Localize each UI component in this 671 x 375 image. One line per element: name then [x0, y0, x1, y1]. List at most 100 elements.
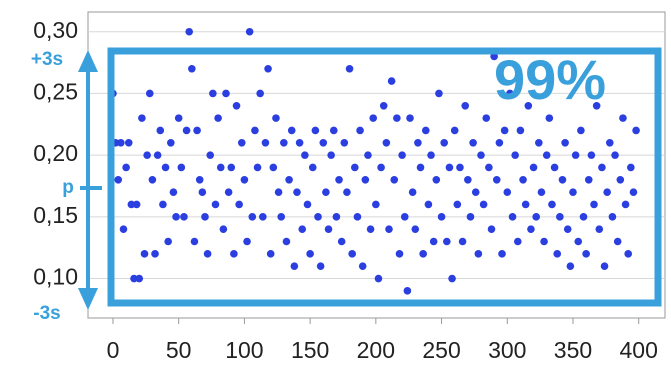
- point: [193, 126, 201, 135]
- point: [303, 200, 312, 209]
- point: [351, 163, 359, 172]
- x-tick-label: 50: [166, 337, 192, 363]
- point: [464, 176, 472, 184]
- x-tick-label: 300: [488, 337, 526, 363]
- point: [556, 213, 564, 221]
- point: [177, 163, 186, 172]
- point: [450, 126, 459, 135]
- point: [119, 225, 128, 233]
- point: [374, 274, 383, 283]
- coverage-label: 99%: [494, 48, 606, 111]
- y-tick-label: 0,30: [33, 17, 78, 43]
- point: [632, 126, 640, 135]
- point: [445, 163, 454, 172]
- point: [395, 250, 404, 258]
- point: [429, 237, 438, 246]
- point: [595, 225, 604, 233]
- x-tick-label: 400: [620, 337, 658, 363]
- point: [443, 237, 451, 246]
- point: [316, 262, 325, 270]
- point: [421, 126, 430, 135]
- point: [301, 151, 309, 159]
- point: [324, 225, 333, 233]
- point: [414, 138, 422, 147]
- point: [605, 138, 614, 147]
- point: [237, 138, 246, 147]
- point: [117, 138, 125, 147]
- point: [293, 188, 301, 196]
- point: [506, 89, 514, 98]
- point: [114, 176, 123, 184]
- point: [140, 250, 149, 258]
- point: [408, 188, 417, 196]
- point: [182, 126, 191, 135]
- point: [579, 213, 588, 221]
- limit-box: [107, 47, 662, 307]
- point: [411, 225, 420, 233]
- point: [138, 114, 146, 122]
- point: [287, 126, 296, 135]
- x-tick-label: 0: [107, 337, 120, 363]
- point: [180, 213, 188, 221]
- point: [322, 188, 330, 196]
- point: [592, 101, 601, 110]
- point: [437, 213, 446, 221]
- x-tick-label: 350: [554, 337, 592, 363]
- point: [456, 163, 464, 172]
- point: [400, 213, 409, 221]
- y-tick-label: 0,25: [33, 79, 78, 105]
- point: [232, 101, 241, 110]
- point: [577, 126, 585, 135]
- point: [474, 250, 483, 258]
- point: [132, 200, 141, 209]
- point: [471, 188, 480, 196]
- point: [482, 114, 491, 122]
- point: [216, 163, 225, 172]
- point: [598, 163, 606, 172]
- point: [135, 274, 144, 283]
- point: [382, 138, 391, 147]
- point: [353, 213, 362, 221]
- point: [435, 89, 443, 98]
- point: [240, 176, 249, 184]
- point: [545, 114, 554, 122]
- point: [553, 250, 562, 258]
- y-tick-label: 0,10: [33, 264, 78, 290]
- point: [540, 237, 548, 246]
- point: [542, 151, 551, 159]
- point: [377, 163, 385, 172]
- point: [566, 262, 575, 270]
- point: [619, 114, 627, 122]
- point: [511, 151, 519, 159]
- point: [167, 138, 175, 147]
- point: [372, 200, 380, 209]
- point: [188, 64, 196, 73]
- point: [335, 176, 343, 184]
- point: [527, 225, 535, 233]
- point: [569, 188, 577, 196]
- point: [148, 176, 157, 184]
- point: [127, 200, 136, 209]
- points: [109, 27, 640, 295]
- point: [274, 188, 283, 196]
- point: [222, 89, 230, 98]
- point: [206, 151, 215, 159]
- point: [379, 101, 388, 110]
- arrow-head: [78, 50, 98, 72]
- point: [227, 163, 236, 172]
- mean-label: p: [62, 177, 74, 198]
- point: [311, 126, 320, 135]
- point: [603, 188, 611, 196]
- point: [314, 213, 322, 221]
- point: [571, 151, 580, 159]
- arrow-head: [78, 288, 98, 310]
- point: [524, 101, 533, 110]
- point: [458, 237, 467, 246]
- point: [185, 27, 194, 36]
- point: [332, 213, 341, 221]
- point: [214, 114, 222, 122]
- point: [516, 126, 525, 135]
- point: [427, 151, 435, 159]
- upper-limit-label: +3s: [31, 49, 63, 70]
- point: [590, 200, 598, 209]
